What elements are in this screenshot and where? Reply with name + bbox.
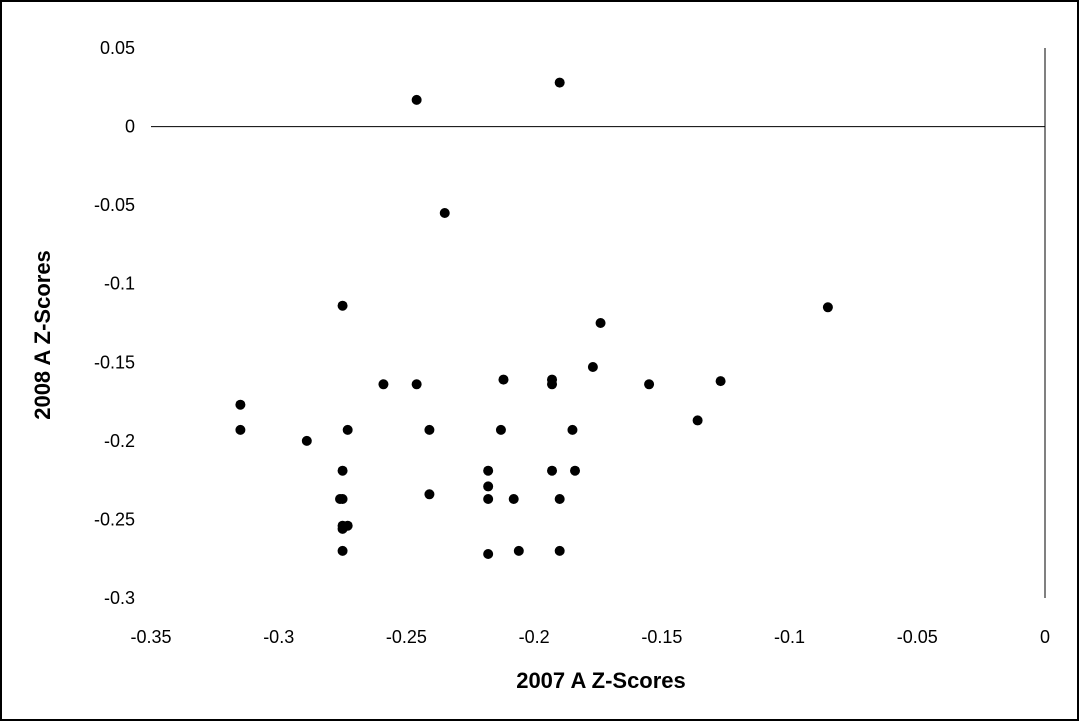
data-point (822, 302, 833, 313)
data-points (235, 77, 833, 559)
data-point (547, 379, 558, 390)
axes (151, 48, 1046, 598)
data-point (587, 362, 598, 372)
data-point (570, 465, 581, 476)
y-tick-label: -0.3 (104, 588, 135, 608)
data-point (644, 379, 655, 390)
data-point (337, 545, 348, 556)
data-point (692, 415, 703, 426)
data-point (567, 424, 578, 435)
y-tick-label: -0.05 (94, 195, 135, 215)
data-point (411, 94, 422, 105)
y-tick-label: -0.2 (104, 431, 135, 451)
data-point (508, 494, 519, 504)
data-point (424, 424, 435, 435)
y-tick-label: 0.05 (100, 38, 135, 58)
data-point (498, 374, 509, 385)
data-point (483, 481, 494, 492)
x-tick-label: -0.2 (519, 627, 550, 647)
y-axis-title: 2008 A Z-Scores (30, 250, 55, 420)
data-point (547, 465, 558, 476)
x-tick-label: -0.1 (774, 627, 805, 647)
x-tick-label: -0.35 (130, 627, 171, 647)
data-point (554, 77, 565, 88)
data-point (513, 545, 524, 556)
data-point (411, 379, 422, 390)
data-point (554, 545, 565, 556)
data-point (483, 465, 494, 476)
data-point (483, 549, 494, 559)
x-tick-label: -0.05 (897, 627, 938, 647)
data-point (235, 399, 246, 410)
data-point (301, 435, 312, 446)
data-point (337, 465, 348, 476)
data-point (337, 494, 348, 504)
data-point (337, 300, 348, 311)
x-tick-labels: -0.35 -0.3 -0.25 -0.2 -0.15 -0.1 -0.05 0 (130, 627, 1050, 647)
data-point (342, 424, 353, 435)
data-point (439, 208, 450, 218)
y-tick-labels: 0.05 0 -0.05 -0.1 -0.15 -0.2 -0.25 -0.3 (94, 38, 135, 608)
data-point (235, 424, 246, 435)
data-point (378, 379, 389, 390)
x-axis-title: 2007 A Z-Scores (516, 668, 686, 693)
data-point (495, 424, 506, 435)
y-tick-label: -0.1 (104, 274, 135, 294)
data-point (595, 318, 606, 328)
data-point (715, 376, 726, 387)
x-tick-label: -0.25 (386, 627, 427, 647)
y-tick-label: -0.25 (94, 509, 135, 529)
data-point (424, 489, 435, 500)
x-tick-label: -0.3 (263, 627, 294, 647)
y-tick-label: -0.15 (94, 352, 135, 372)
y-tick-label: 0 (125, 117, 135, 137)
data-point (554, 494, 565, 504)
data-point (483, 494, 494, 504)
data-point (337, 523, 348, 534)
x-tick-label: -0.15 (641, 627, 682, 647)
x-tick-label: 0 (1040, 627, 1050, 647)
